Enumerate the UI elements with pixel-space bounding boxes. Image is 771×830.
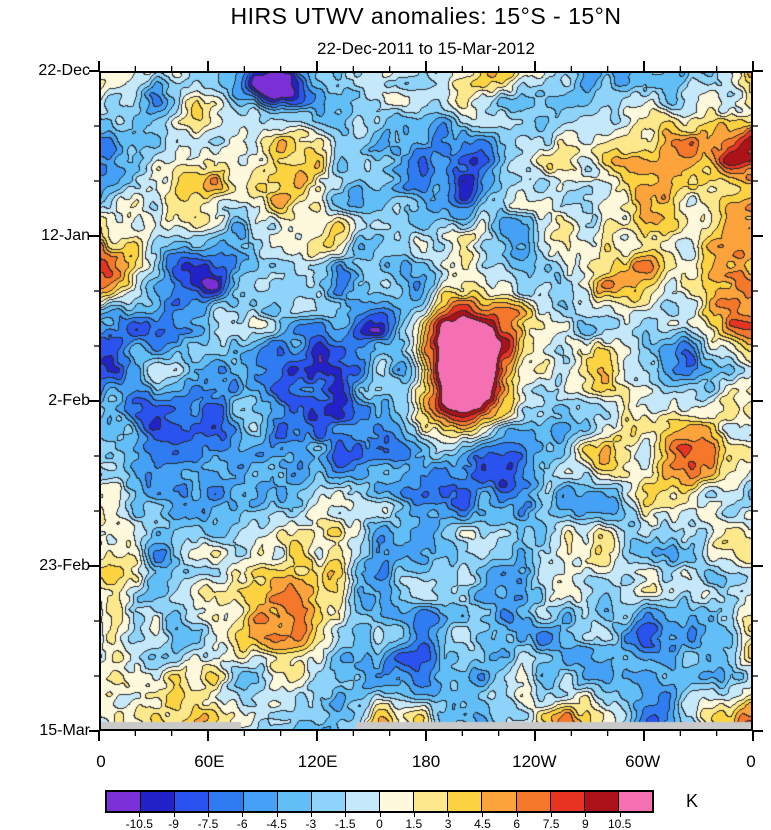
colorbar-segment	[414, 792, 449, 811]
x-axis-label: 60W	[625, 752, 661, 771]
colorbar-boundary-ticks	[105, 813, 654, 817]
colorbar-tick-label: 10.5	[608, 817, 632, 830]
x-axis-label: 60E	[194, 752, 225, 771]
x-axis-label: 180	[411, 752, 441, 771]
colorbar-tick-label: 4.5	[474, 817, 491, 830]
colorbar-segment	[482, 792, 517, 811]
colorbar-boundary-tick	[448, 813, 450, 817]
chart-title: HIRS UTWV anomalies: 15°S - 15°N	[230, 3, 622, 29]
colorbar-segment	[311, 792, 346, 811]
colorbar-segment	[516, 792, 551, 811]
colorbar-segment	[550, 792, 585, 811]
colorbar-boundary-tick	[482, 813, 484, 817]
y-axis-label: 22-Dec	[38, 62, 90, 79]
colorbar-tick-label: -10.5	[125, 817, 153, 830]
colorbar-tick-label: -7.5	[197, 817, 219, 830]
colorbar-segment	[175, 792, 210, 811]
colorbar-boundary-tick	[619, 813, 621, 817]
colorbar-segment	[243, 792, 278, 811]
chart-subtitle: 22-Dec-2011 to 15-Mar-2012	[317, 39, 535, 58]
colorbar-tick-label: -3	[305, 817, 317, 830]
x-axis-label: 120W	[512, 752, 557, 771]
colorbar-tick-labels: -10.5 -9 -7.5 -6 -4.5 -3 -1.5 0 1.5 3 4.5 6 7.5 9 10.5	[105, 817, 654, 830]
colorbar-segment	[345, 792, 380, 811]
colorbar-boundary-tick	[310, 813, 312, 817]
colorbar-tick-label: -1.5	[334, 817, 356, 830]
colorbar-boundary-tick	[345, 813, 347, 817]
anomaly-field-canvas	[101, 73, 751, 729]
colorbar-tick-label: 1.5	[405, 817, 423, 830]
y-axis-label: 23-Feb	[39, 557, 90, 574]
plot-box	[99, 71, 753, 731]
colorbar-segment	[209, 792, 244, 811]
colorbar-segment	[107, 792, 142, 811]
colorbar-unit-label: K	[686, 791, 699, 811]
colorbar-tick-label: 6	[513, 817, 521, 830]
y-axis-label: 2-Feb	[48, 392, 90, 409]
colorbar-segment	[277, 792, 312, 811]
y-axis-label: 15-Mar	[39, 722, 90, 739]
colorbar-segment	[618, 792, 652, 811]
colorbar-tick-label: -9	[168, 817, 179, 830]
colorbar-segment	[141, 792, 176, 811]
colorbar-boundary-tick	[207, 813, 209, 817]
colorbar-boundary-tick	[585, 813, 587, 817]
y-axis-label: 12-Jan	[41, 227, 90, 244]
colorbar-boundary-tick	[551, 813, 553, 817]
colorbar-boundary-tick	[276, 813, 278, 817]
colorbar-segment	[584, 792, 619, 811]
colorbar-segment	[380, 792, 415, 811]
colorbar-tick-label: 3	[444, 817, 452, 830]
colorbar	[105, 790, 654, 813]
colorbar-boundary-tick	[516, 813, 518, 817]
colorbar-boundary-tick	[413, 813, 415, 817]
x-axis-label: 0	[746, 752, 756, 771]
colorbar-tick-label: -4.5	[266, 817, 287, 830]
colorbar-tick-label: -6	[236, 817, 248, 830]
x-axis-label: 0	[96, 752, 106, 771]
colorbar-boundary-tick	[173, 813, 175, 817]
colorbar-boundary-tick	[242, 813, 244, 817]
colorbar-boundary-tick	[139, 813, 141, 817]
x-axis-label: 120E	[297, 752, 338, 771]
colorbar-tick-label: 9	[582, 817, 589, 830]
colorbar-boundary-tick	[379, 813, 381, 817]
colorbar-tick-label: 7.5	[542, 817, 560, 830]
colorbar-segment	[448, 792, 483, 811]
colorbar-tick-label: 0	[376, 817, 383, 830]
